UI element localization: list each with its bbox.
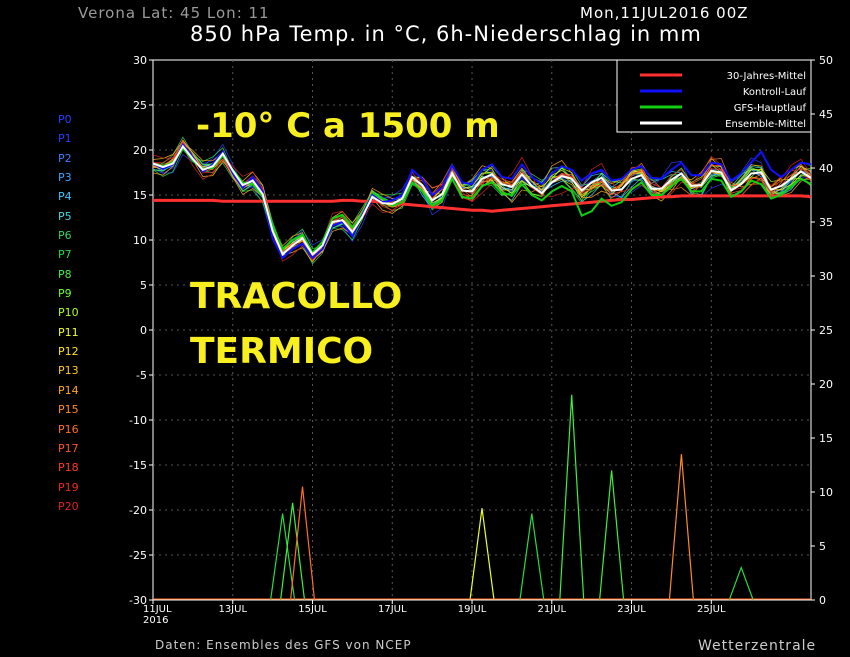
right-axis-tick-label: 35 <box>819 216 833 229</box>
right-axis-tick-label: 20 <box>819 378 833 391</box>
right-axis-tick-label: 0 <box>819 594 826 607</box>
x-axis-tick-label: 23JUL <box>617 604 646 615</box>
right-axis-tick-label: 40 <box>819 162 833 175</box>
right-axis-tick-label: 10 <box>819 486 833 499</box>
member-label: P0 <box>58 113 72 126</box>
left-axis-tick-label: -15 <box>129 459 147 472</box>
x-axis-tick-label: 11JUL <box>143 604 172 615</box>
headline-annotation: -10° C a 1500 m <box>196 106 500 146</box>
collapse-annotation-line1: TRACOLLO <box>190 276 402 317</box>
member-label: P8 <box>58 267 72 281</box>
precip-spike <box>290 486 316 601</box>
right-axis-tick-label: 15 <box>819 432 833 445</box>
member-label: P18 <box>58 461 79 475</box>
series-line-30-jahres-mittel <box>153 194 812 213</box>
series-line-kontroll-lauf <box>152 142 812 260</box>
member-label: P16 <box>58 422 79 436</box>
precip-spike <box>599 470 625 601</box>
location-label: Verona Lat: 45 Lon: 11 <box>78 4 270 22</box>
ensemble-member-line <box>152 140 812 261</box>
left-axis-tick-label: -20 <box>129 504 147 517</box>
member-label: P11 <box>58 325 79 339</box>
series-line-ensemble-mittel <box>152 144 812 257</box>
member-label: P7 <box>58 248 72 262</box>
right-axis-tick-label: 50 <box>819 54 833 67</box>
collapse-annotation-line2: TERMICO <box>190 331 373 372</box>
chart-title: 850 hPa Temp. in °C, 6h-Niederschlag in … <box>190 22 702 46</box>
member-label: P1 <box>58 132 72 146</box>
right-axis-tick-label: 5 <box>819 540 826 553</box>
x-axis-tick-label: 21JUL <box>537 604 566 615</box>
member-label: P5 <box>58 209 72 223</box>
x-axis-tick-label: 13JUL <box>218 604 247 615</box>
member-label: P10 <box>58 306 79 320</box>
member-label: P3 <box>58 171 72 185</box>
main-series-lines <box>152 142 812 260</box>
left-axis-tick-label: -10 <box>129 414 147 427</box>
left-axis-tick-label: -25 <box>129 549 147 562</box>
left-axis-tick-label: 5 <box>140 279 147 292</box>
legend-label: Kontroll-Lauf <box>743 87 807 98</box>
legend: 30-Jahres-Mittel Kontroll-Lauf GFS-Hauptla… <box>616 59 812 133</box>
left-axis-tick-label: 20 <box>133 144 147 157</box>
left-axis-ticks: 30 25 20 15 10 5 0 -5 -10 -15 -20 -25 -30 <box>129 54 153 607</box>
run-time-label: Mon,11JUL2016 00Z <box>580 4 749 22</box>
x-axis-tick-label: 17JUL <box>378 604 407 615</box>
ensemble-member-list: P0 P1 P2 P3 P4 P5 P6 P7 P8 P9 P10 P11 P12 P13 P14 P15 P1… <box>58 110 79 516</box>
precip-spike <box>559 394 585 601</box>
member-label: P14 <box>58 383 79 397</box>
precip-spike <box>270 513 296 601</box>
left-axis-tick-label: 15 <box>133 189 147 202</box>
left-axis-tick-label: 25 <box>133 99 147 112</box>
data-source-label: Daten: Ensembles des GFS von NCEP <box>155 638 412 652</box>
member-label: P9 <box>58 287 72 301</box>
member-label: P6 <box>58 229 72 243</box>
member-label: P15 <box>58 403 79 417</box>
legend-box <box>616 59 812 133</box>
member-label: P19 <box>58 480 79 494</box>
right-axis-tick-label: 30 <box>819 270 833 283</box>
legend-label: 30-Jahres-Mittel <box>727 71 806 82</box>
left-axis-tick-label: -30 <box>129 594 147 607</box>
left-axis-tick-label: -5 <box>136 369 147 382</box>
member-label: P4 <box>58 190 72 204</box>
x-axis-ticks: 11JUL2016 13JUL 15JUL 17JUL 19JUL 21JUL 23JUL 2… <box>143 600 726 626</box>
x-axis-tick-label: 2016 <box>143 615 168 626</box>
legend-label: GFS-Hauptlauf <box>734 103 807 114</box>
member-label: P13 <box>58 364 79 378</box>
right-axis-tick-label: 25 <box>819 324 833 337</box>
member-label: P2 <box>58 151 72 165</box>
x-axis-tick-label: 19JUL <box>458 604 487 615</box>
left-axis-tick-label: 30 <box>133 54 147 67</box>
member-label: P20 <box>58 499 79 513</box>
member-label: P17 <box>58 441 79 455</box>
right-axis-tick-label: 45 <box>819 108 833 121</box>
x-axis-tick-label: 15JUL <box>298 604 327 615</box>
legend-label: Ensemble-Mittel <box>725 119 806 130</box>
left-axis-tick-label: 10 <box>133 234 147 247</box>
precipitation-plot <box>153 394 811 601</box>
credit-label: Wetterzentrale <box>698 638 817 654</box>
grid-lines <box>153 60 811 600</box>
x-axis-tick-label: 25JUL <box>697 604 726 615</box>
precip-spike <box>280 502 306 601</box>
precip-spike <box>728 565 754 601</box>
precip-spike <box>469 508 495 601</box>
precip-spike <box>519 513 545 601</box>
precip-spike <box>668 454 694 601</box>
left-axis-tick-label: 0 <box>140 324 147 337</box>
member-label: P12 <box>58 345 79 359</box>
